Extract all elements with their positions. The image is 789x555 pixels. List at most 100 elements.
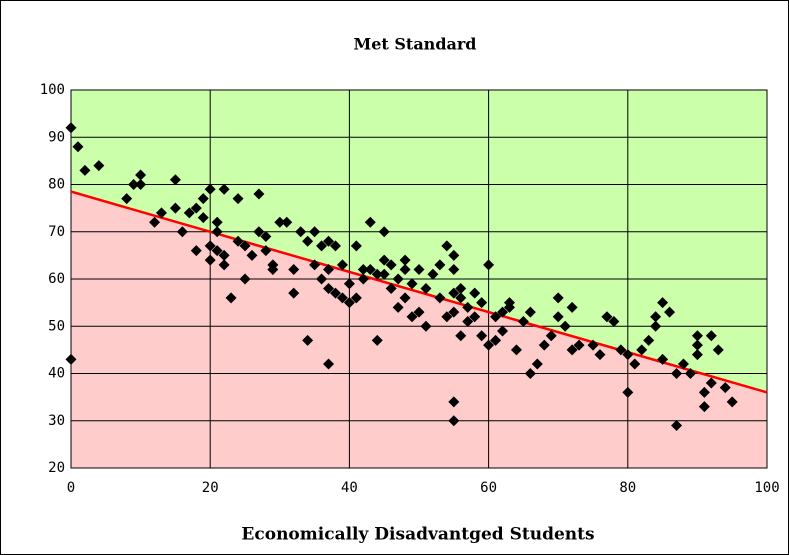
point bbox=[204, 254, 216, 266]
point bbox=[211, 245, 223, 257]
point bbox=[350, 240, 362, 252]
point bbox=[316, 273, 328, 285]
point bbox=[406, 278, 418, 290]
point bbox=[371, 334, 383, 346]
point bbox=[239, 273, 251, 285]
y-tick-label: 80 bbox=[48, 177, 65, 193]
point bbox=[441, 240, 453, 252]
point bbox=[169, 174, 181, 186]
y-tick-label: 50 bbox=[48, 318, 65, 334]
point bbox=[197, 212, 209, 224]
y-tick-label: 90 bbox=[48, 129, 65, 145]
point bbox=[232, 193, 244, 205]
point bbox=[329, 240, 341, 252]
point bbox=[302, 235, 314, 247]
point bbox=[93, 160, 105, 172]
point bbox=[434, 259, 446, 271]
point bbox=[323, 264, 335, 276]
point bbox=[503, 297, 515, 309]
point bbox=[72, 141, 84, 153]
point bbox=[399, 254, 411, 266]
point bbox=[343, 297, 355, 309]
point bbox=[378, 254, 390, 266]
point bbox=[357, 264, 369, 276]
point bbox=[573, 339, 585, 351]
point bbox=[636, 344, 648, 356]
x-tick-label: 20 bbox=[202, 480, 219, 496]
point bbox=[469, 311, 481, 323]
point bbox=[316, 240, 328, 252]
point bbox=[399, 264, 411, 276]
point bbox=[455, 282, 467, 294]
point bbox=[664, 306, 676, 318]
point bbox=[183, 207, 195, 219]
point bbox=[448, 249, 460, 261]
point bbox=[371, 268, 383, 280]
point bbox=[448, 415, 460, 427]
point bbox=[601, 311, 613, 323]
x-axis-label: Economically Disadvantged Students bbox=[241, 525, 594, 545]
point bbox=[524, 306, 536, 318]
point bbox=[420, 282, 432, 294]
point bbox=[448, 306, 460, 318]
point bbox=[204, 183, 216, 195]
point bbox=[594, 349, 606, 361]
point bbox=[691, 330, 703, 342]
point bbox=[65, 122, 77, 134]
point bbox=[295, 226, 307, 238]
point bbox=[490, 311, 502, 323]
point bbox=[128, 179, 140, 190]
region-below bbox=[71, 191, 767, 468]
trendline bbox=[70, 190, 768, 394]
point bbox=[622, 349, 634, 361]
point bbox=[364, 216, 376, 228]
point bbox=[420, 320, 432, 332]
point bbox=[302, 334, 314, 346]
point bbox=[671, 368, 683, 379]
point bbox=[483, 339, 495, 351]
point bbox=[497, 306, 509, 318]
point bbox=[406, 311, 418, 323]
point bbox=[441, 311, 453, 323]
point bbox=[726, 396, 738, 408]
point bbox=[232, 235, 244, 247]
point bbox=[204, 240, 216, 252]
point bbox=[691, 349, 703, 361]
point bbox=[135, 169, 147, 181]
plot-frame bbox=[70, 89, 768, 469]
point bbox=[218, 259, 230, 271]
x-tick-label: 40 bbox=[341, 480, 358, 496]
point bbox=[253, 188, 265, 200]
point bbox=[448, 264, 460, 276]
point bbox=[155, 207, 167, 219]
point bbox=[253, 226, 265, 238]
point bbox=[643, 334, 655, 346]
point bbox=[260, 245, 272, 257]
point bbox=[483, 259, 495, 271]
point bbox=[650, 320, 662, 332]
point bbox=[336, 259, 348, 271]
point bbox=[135, 179, 147, 190]
point bbox=[552, 311, 564, 323]
point bbox=[448, 287, 460, 299]
point bbox=[364, 264, 376, 276]
point bbox=[288, 287, 300, 299]
point bbox=[622, 386, 634, 398]
point bbox=[531, 358, 543, 370]
point bbox=[413, 264, 425, 276]
point bbox=[524, 368, 536, 379]
point bbox=[462, 301, 474, 313]
point bbox=[378, 226, 390, 238]
point bbox=[448, 396, 460, 408]
point bbox=[629, 358, 641, 370]
point bbox=[608, 316, 620, 328]
point bbox=[399, 292, 411, 304]
point bbox=[650, 311, 662, 323]
y-tick-label: 40 bbox=[48, 366, 65, 382]
point bbox=[246, 249, 258, 261]
point bbox=[350, 292, 362, 304]
point bbox=[357, 273, 369, 285]
x-tick-label: 80 bbox=[619, 480, 636, 496]
point bbox=[79, 164, 91, 176]
